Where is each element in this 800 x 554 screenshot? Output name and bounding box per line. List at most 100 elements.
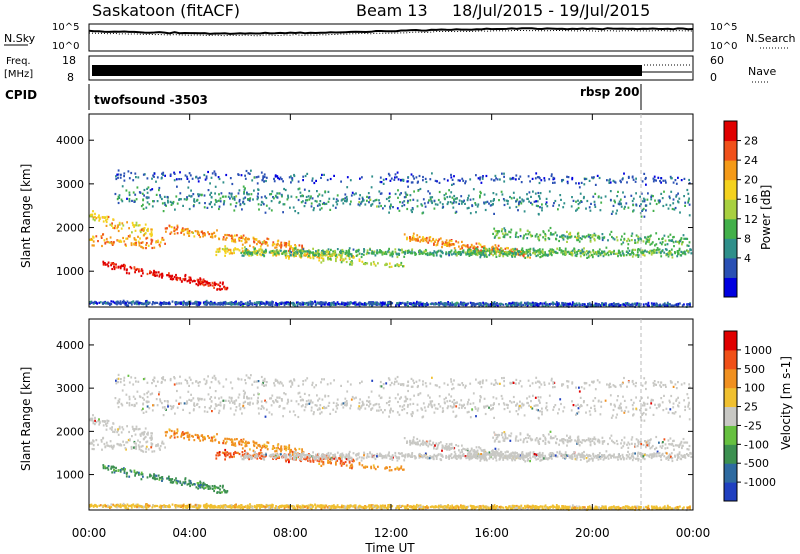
power-cell <box>102 233 104 236</box>
power-cell <box>671 256 674 259</box>
power-cell <box>126 237 129 240</box>
power-cell <box>265 176 268 179</box>
power-cell <box>215 250 218 253</box>
velocity-cell <box>274 450 276 453</box>
power-cell <box>335 259 337 263</box>
power-cell <box>418 252 421 256</box>
power-cell <box>289 247 291 250</box>
power-cell <box>263 180 265 183</box>
power-cell <box>617 190 619 193</box>
velocity-cell <box>252 449 255 452</box>
power-cell <box>205 299 208 302</box>
power-cell <box>516 248 518 251</box>
power-cell <box>92 216 95 219</box>
power-cell <box>186 175 188 178</box>
power-cell <box>410 173 413 176</box>
power-cell <box>119 267 122 270</box>
power-cell <box>400 263 402 266</box>
power-cell <box>642 253 645 256</box>
power-cell <box>566 180 569 183</box>
power-cell <box>322 302 325 305</box>
power-cell <box>576 239 578 242</box>
velocity-cell <box>184 477 187 480</box>
power-cell <box>333 174 335 177</box>
power-cell <box>301 252 304 255</box>
power-cell <box>128 191 131 194</box>
power-cell <box>316 302 319 305</box>
power-cell <box>321 254 324 257</box>
power-cell <box>153 200 155 203</box>
power-cell <box>290 245 292 248</box>
power-cell <box>236 303 239 306</box>
power-cell <box>453 198 455 201</box>
power-cell <box>671 207 674 211</box>
power-cell <box>363 250 365 253</box>
power-cell <box>310 304 313 307</box>
power-cell <box>667 303 670 306</box>
power-cell <box>120 227 123 230</box>
power-cell <box>143 188 146 192</box>
velocity-cell <box>105 424 108 427</box>
power-cell <box>278 244 281 247</box>
power-cell <box>491 245 494 248</box>
power-cell <box>574 251 576 254</box>
power-cell <box>537 254 539 257</box>
power-cell <box>634 239 636 242</box>
power-cell <box>321 194 324 197</box>
power-cell <box>666 243 669 246</box>
power-cell <box>498 302 501 305</box>
power-cell <box>307 303 310 306</box>
power-cell <box>342 302 345 305</box>
power-cell <box>188 279 191 282</box>
power-cell <box>272 196 274 199</box>
power-cell <box>496 178 499 181</box>
power-cell <box>471 252 474 255</box>
power-cell <box>519 196 521 199</box>
power-cell <box>92 218 95 221</box>
power-cell <box>593 200 596 203</box>
power-cell <box>567 250 570 253</box>
power-cell <box>333 301 335 304</box>
velocity-cell <box>208 436 211 439</box>
power-cell <box>121 200 124 203</box>
power-cell <box>538 239 541 242</box>
power-cell <box>403 255 406 258</box>
power-cell <box>486 249 489 252</box>
power-cell <box>531 234 534 237</box>
power-cell <box>257 240 260 243</box>
power-cell <box>188 231 191 235</box>
power-cell <box>396 264 399 267</box>
power-cell <box>289 206 291 209</box>
power-cell <box>311 303 313 306</box>
power-cell <box>296 303 299 306</box>
power-cell <box>280 246 282 249</box>
power-cell <box>126 268 128 271</box>
power-cell <box>136 186 139 189</box>
power-cell <box>616 195 619 198</box>
power-cell <box>602 255 605 258</box>
power-cell <box>371 175 374 178</box>
power-cell <box>403 200 406 203</box>
power-cell <box>156 301 159 304</box>
power-cell <box>283 244 286 247</box>
power-cell <box>304 201 307 205</box>
power-cell <box>100 235 103 238</box>
power-cell <box>591 254 594 257</box>
velocity-cell <box>272 445 275 448</box>
velocity-cell <box>221 451 224 454</box>
power-cell <box>379 180 382 184</box>
power-cell <box>300 255 303 258</box>
velocity-cell <box>90 417 92 420</box>
power-cell <box>467 249 469 252</box>
power-cell <box>577 234 580 237</box>
power-cell <box>328 303 331 306</box>
power-cell <box>502 252 505 255</box>
power-cell <box>92 210 94 213</box>
power-cell <box>374 301 377 304</box>
power-cell <box>474 203 477 206</box>
power-cell <box>551 301 554 304</box>
power-cell <box>508 252 510 255</box>
power-cell <box>280 178 283 181</box>
power-cell <box>158 186 161 190</box>
power-cell <box>476 245 479 249</box>
